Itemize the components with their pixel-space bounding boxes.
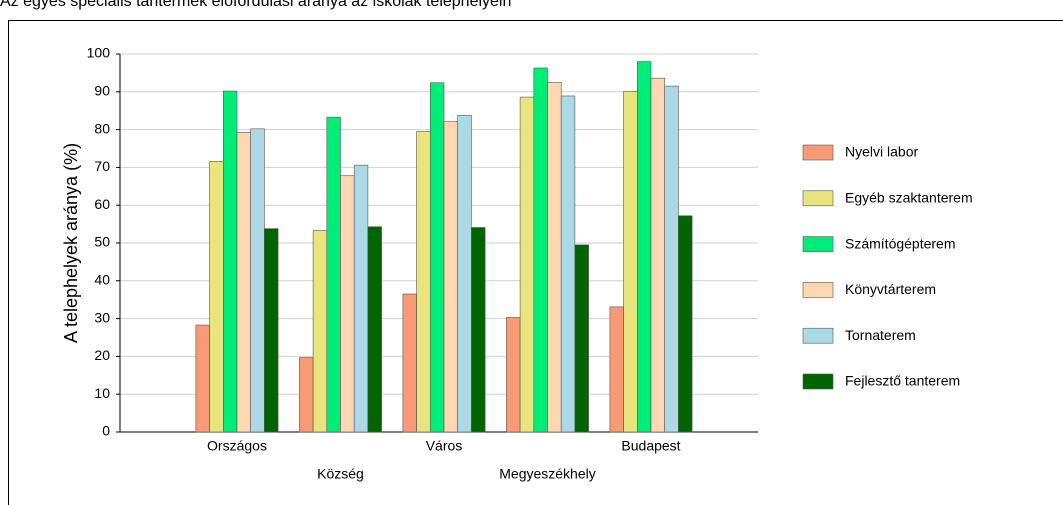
bar	[299, 357, 314, 433]
frame	[8, 20, 1063, 505]
x-tick-label: Budapest	[621, 438, 680, 454]
bar	[533, 67, 548, 433]
bar	[609, 306, 624, 433]
bar	[236, 131, 251, 433]
bar	[560, 95, 576, 433]
y-tick-label: 70	[94, 158, 110, 174]
bar	[250, 128, 265, 433]
x-tick-label: Megyeszékhely	[499, 466, 596, 482]
y-tick-label: 20	[94, 347, 110, 363]
legend-label: Tornaterem	[845, 327, 916, 343]
bar	[547, 82, 562, 433]
bar	[264, 228, 279, 433]
y-tick-label: 40	[94, 272, 110, 288]
bar	[471, 227, 486, 433]
bar	[312, 230, 328, 433]
legend-swatch	[802, 190, 834, 207]
legend-swatch	[802, 282, 834, 298]
y-tick-label: 90	[94, 83, 110, 99]
y-tick-label: 30	[94, 309, 110, 325]
x-tick-label: Község	[317, 466, 364, 482]
bar	[664, 85, 679, 433]
y-axis-label: A telephelyek aránya (%)	[61, 143, 81, 343]
legend-swatch	[802, 144, 834, 161]
bar	[416, 131, 431, 433]
bar	[457, 114, 472, 433]
bar	[402, 293, 417, 433]
legend-label: Egyéb szaktanterem	[845, 190, 973, 206]
bar	[636, 61, 652, 433]
legend-label: Számítógépterem	[845, 235, 956, 251]
x-tick-label: Város	[426, 438, 463, 454]
y-tick-label: 0	[102, 423, 110, 439]
bar	[623, 91, 638, 433]
y-tick-label: 80	[94, 120, 110, 136]
bar	[326, 116, 341, 433]
bar	[650, 77, 665, 433]
bar	[519, 96, 535, 433]
legend-label: Fejlesztő tanterem	[845, 373, 960, 389]
legend-label: Könyvtárterem	[845, 281, 936, 297]
bar	[353, 164, 369, 433]
bar	[367, 226, 382, 433]
bar	[678, 215, 693, 433]
legend-swatch	[802, 327, 834, 344]
bar	[574, 244, 589, 433]
bar	[443, 121, 458, 433]
bar	[340, 175, 355, 433]
chart-title: Az egyes speciális tantermek előfordulás…	[0, 0, 511, 10]
legend-swatch	[802, 373, 834, 390]
legend-label: Nyelvi labor	[845, 144, 918, 160]
x-tick-label: Országos	[207, 438, 267, 454]
legend-swatch	[802, 236, 834, 252]
bar	[429, 82, 445, 433]
bar	[209, 161, 224, 433]
y-tick-label: 50	[94, 234, 110, 250]
bar	[506, 317, 521, 433]
y-tick-label: 100	[87, 45, 111, 61]
y-tick-label: 10	[94, 385, 110, 401]
bar	[223, 90, 238, 433]
bar	[195, 324, 210, 433]
y-tick-label: 60	[94, 196, 110, 212]
